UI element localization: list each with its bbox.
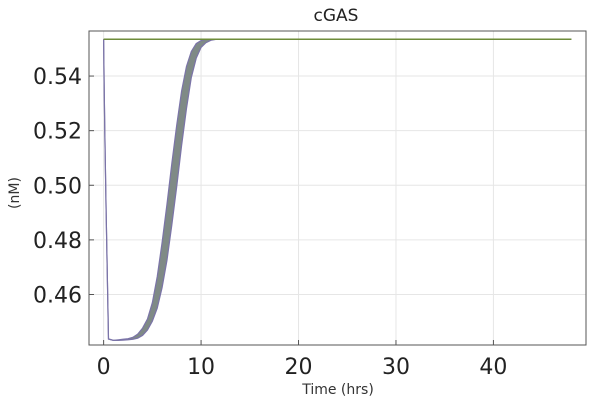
chart-title: cGAS [314, 6, 359, 26]
x-tick-label: 30 [382, 355, 410, 380]
chart-grid [89, 31, 586, 345]
x-tick-label: 0 [97, 355, 111, 380]
x-axis-label: Time (hrs) [301, 382, 374, 398]
y-tick-label: 0.54 [33, 65, 82, 90]
series-layer [103, 38, 572, 341]
ensemble-lower-edge [103, 38, 572, 341]
x-tick-label: 20 [285, 355, 313, 380]
y-tick-label: 0.46 [33, 283, 82, 308]
x-tick-label: 40 [479, 355, 507, 380]
y-tick-label: 0.52 [33, 120, 82, 145]
y-axis-ticks: 0.46 0.48 0.50 0.52 0.54 [33, 65, 94, 308]
y-tick-label: 0.50 [33, 174, 82, 199]
y-axis-label: (nM) [7, 177, 23, 209]
x-axis-ticks: 0 10 20 30 40 [97, 340, 507, 380]
plot-frame [88, 30, 587, 346]
y-tick-label: 0.48 [33, 229, 82, 254]
x-tick-label: 10 [187, 355, 215, 380]
